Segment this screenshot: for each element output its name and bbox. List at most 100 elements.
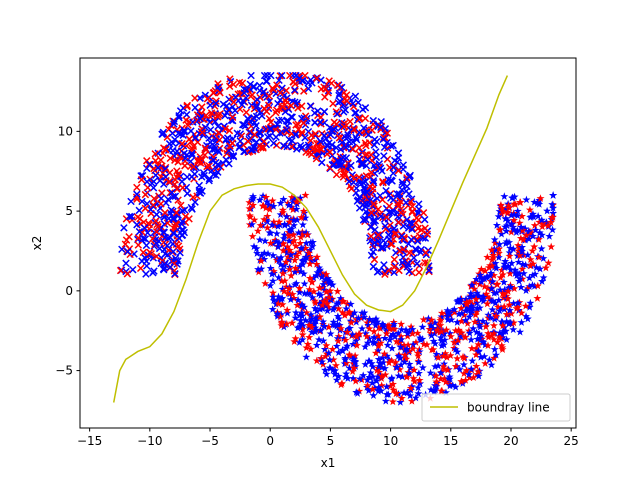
lower-moon-point — [533, 294, 542, 302]
lower-moon-point — [432, 382, 441, 390]
upper-moon-point — [174, 158, 182, 166]
lower-moon-point — [440, 364, 449, 373]
lower-moon-point — [545, 232, 554, 240]
lower-moon-point — [517, 212, 526, 220]
upper-moon-point — [172, 220, 180, 228]
lower-moon-point — [549, 191, 558, 199]
lower-moon-point — [285, 217, 294, 226]
upper-moon-point — [411, 245, 420, 253]
y-axis-label: x2 — [30, 236, 44, 251]
lower-moon-point — [316, 305, 325, 313]
lower-moon-point — [470, 284, 479, 293]
lower-moon-point — [473, 304, 482, 312]
boundary-line — [112, 75, 509, 403]
upper-moon-point — [212, 97, 220, 105]
upper-moon-point — [389, 163, 398, 172]
lower-moon-point — [454, 336, 463, 344]
upper-moon-point — [392, 249, 400, 257]
lower-moon-point — [532, 263, 541, 272]
lower-moon-point — [492, 221, 501, 229]
upper-moon-point — [352, 135, 361, 144]
upper-moon-point — [385, 202, 394, 210]
upper-moon-point — [307, 131, 316, 140]
lower-moon-point — [500, 285, 509, 294]
lower-moon-point — [263, 212, 272, 220]
lower-moon-point — [537, 244, 546, 253]
lower-moon-point — [278, 300, 287, 309]
lower-moon-point — [363, 381, 372, 389]
lower-moon-point — [407, 322, 416, 331]
upper-moon-point — [252, 112, 261, 121]
lower-moon-point — [321, 365, 330, 374]
lower-moon-point — [522, 286, 531, 295]
upper-moon-point — [177, 201, 185, 210]
lower-moon-point — [484, 329, 493, 337]
upper-moon-point — [228, 139, 237, 147]
upper-moon-point — [170, 120, 178, 128]
lower-moon-point — [382, 351, 391, 360]
lower-moon-point — [523, 314, 532, 323]
lower-moon-point — [470, 317, 479, 326]
lower-moon-point — [406, 391, 415, 400]
lower-moon-point — [362, 332, 371, 340]
lower-moon-point — [459, 360, 468, 369]
lower-moon-point — [288, 238, 297, 246]
lower-moon-point — [528, 209, 537, 218]
lower-moon-point — [392, 363, 401, 371]
upper-moon-point — [185, 215, 193, 223]
lower-moon-point — [296, 267, 305, 276]
x-tick-label: 20 — [503, 434, 518, 448]
lower-moon-point — [261, 236, 270, 245]
upper-moon-point — [417, 226, 426, 234]
upper-moon-point — [174, 242, 183, 250]
lower-moon-point — [501, 257, 510, 265]
lower-moon-point — [465, 312, 474, 321]
upper-moon-point — [203, 162, 211, 171]
lower-moon-point — [382, 382, 391, 391]
upper-moon-point — [282, 126, 291, 134]
lower-moon-point — [315, 283, 324, 292]
upper-moon-point — [278, 71, 286, 80]
upper-moon-point — [353, 197, 362, 205]
upper-moon-point — [201, 144, 209, 152]
lower-moon-point — [489, 335, 498, 343]
upper-moon-point — [376, 164, 385, 172]
lower-moon-point — [515, 218, 524, 227]
lower-moon-point — [485, 355, 494, 364]
x-tick-label: −10 — [137, 434, 162, 448]
line-layer — [112, 75, 509, 403]
lower-moon-point — [338, 346, 347, 355]
upper-moon-point — [178, 217, 187, 226]
lower-moon-point — [518, 243, 527, 251]
upper-moon-point — [136, 264, 145, 273]
upper-moon-point — [284, 105, 293, 114]
lower-moon-point — [538, 277, 547, 285]
lower-moon-point — [380, 364, 389, 372]
upper-moon-point — [339, 108, 348, 116]
lower-moon-point — [535, 218, 544, 226]
upper-moon-point — [394, 218, 403, 227]
lower-moon-point — [397, 320, 406, 328]
lower-moon-point — [295, 262, 304, 271]
lower-moon-point — [402, 373, 411, 381]
lower-moon-point — [397, 335, 406, 344]
upper-moon-point — [195, 188, 204, 197]
lower-moon-point — [513, 211, 522, 220]
lower-moon-point — [268, 269, 276, 278]
lower-moon-point — [332, 342, 341, 350]
upper-moon-point — [152, 171, 160, 179]
lower-moon-point — [534, 235, 543, 243]
lower-moon-point — [329, 317, 338, 326]
upper-moon-point — [328, 127, 336, 136]
upper-moon-point — [349, 145, 357, 153]
lower-moon-point — [472, 307, 481, 316]
lower-moon-point — [461, 333, 470, 341]
lower-moon-point — [324, 323, 333, 331]
lower-moon-point — [308, 321, 317, 330]
lower-moon-point — [434, 361, 443, 370]
lower-moon-point — [312, 316, 321, 325]
lower-moon-point — [485, 294, 494, 303]
lower-moon-point — [414, 351, 423, 360]
lower-moon-point — [402, 354, 411, 363]
lower-moon-point — [538, 222, 547, 231]
